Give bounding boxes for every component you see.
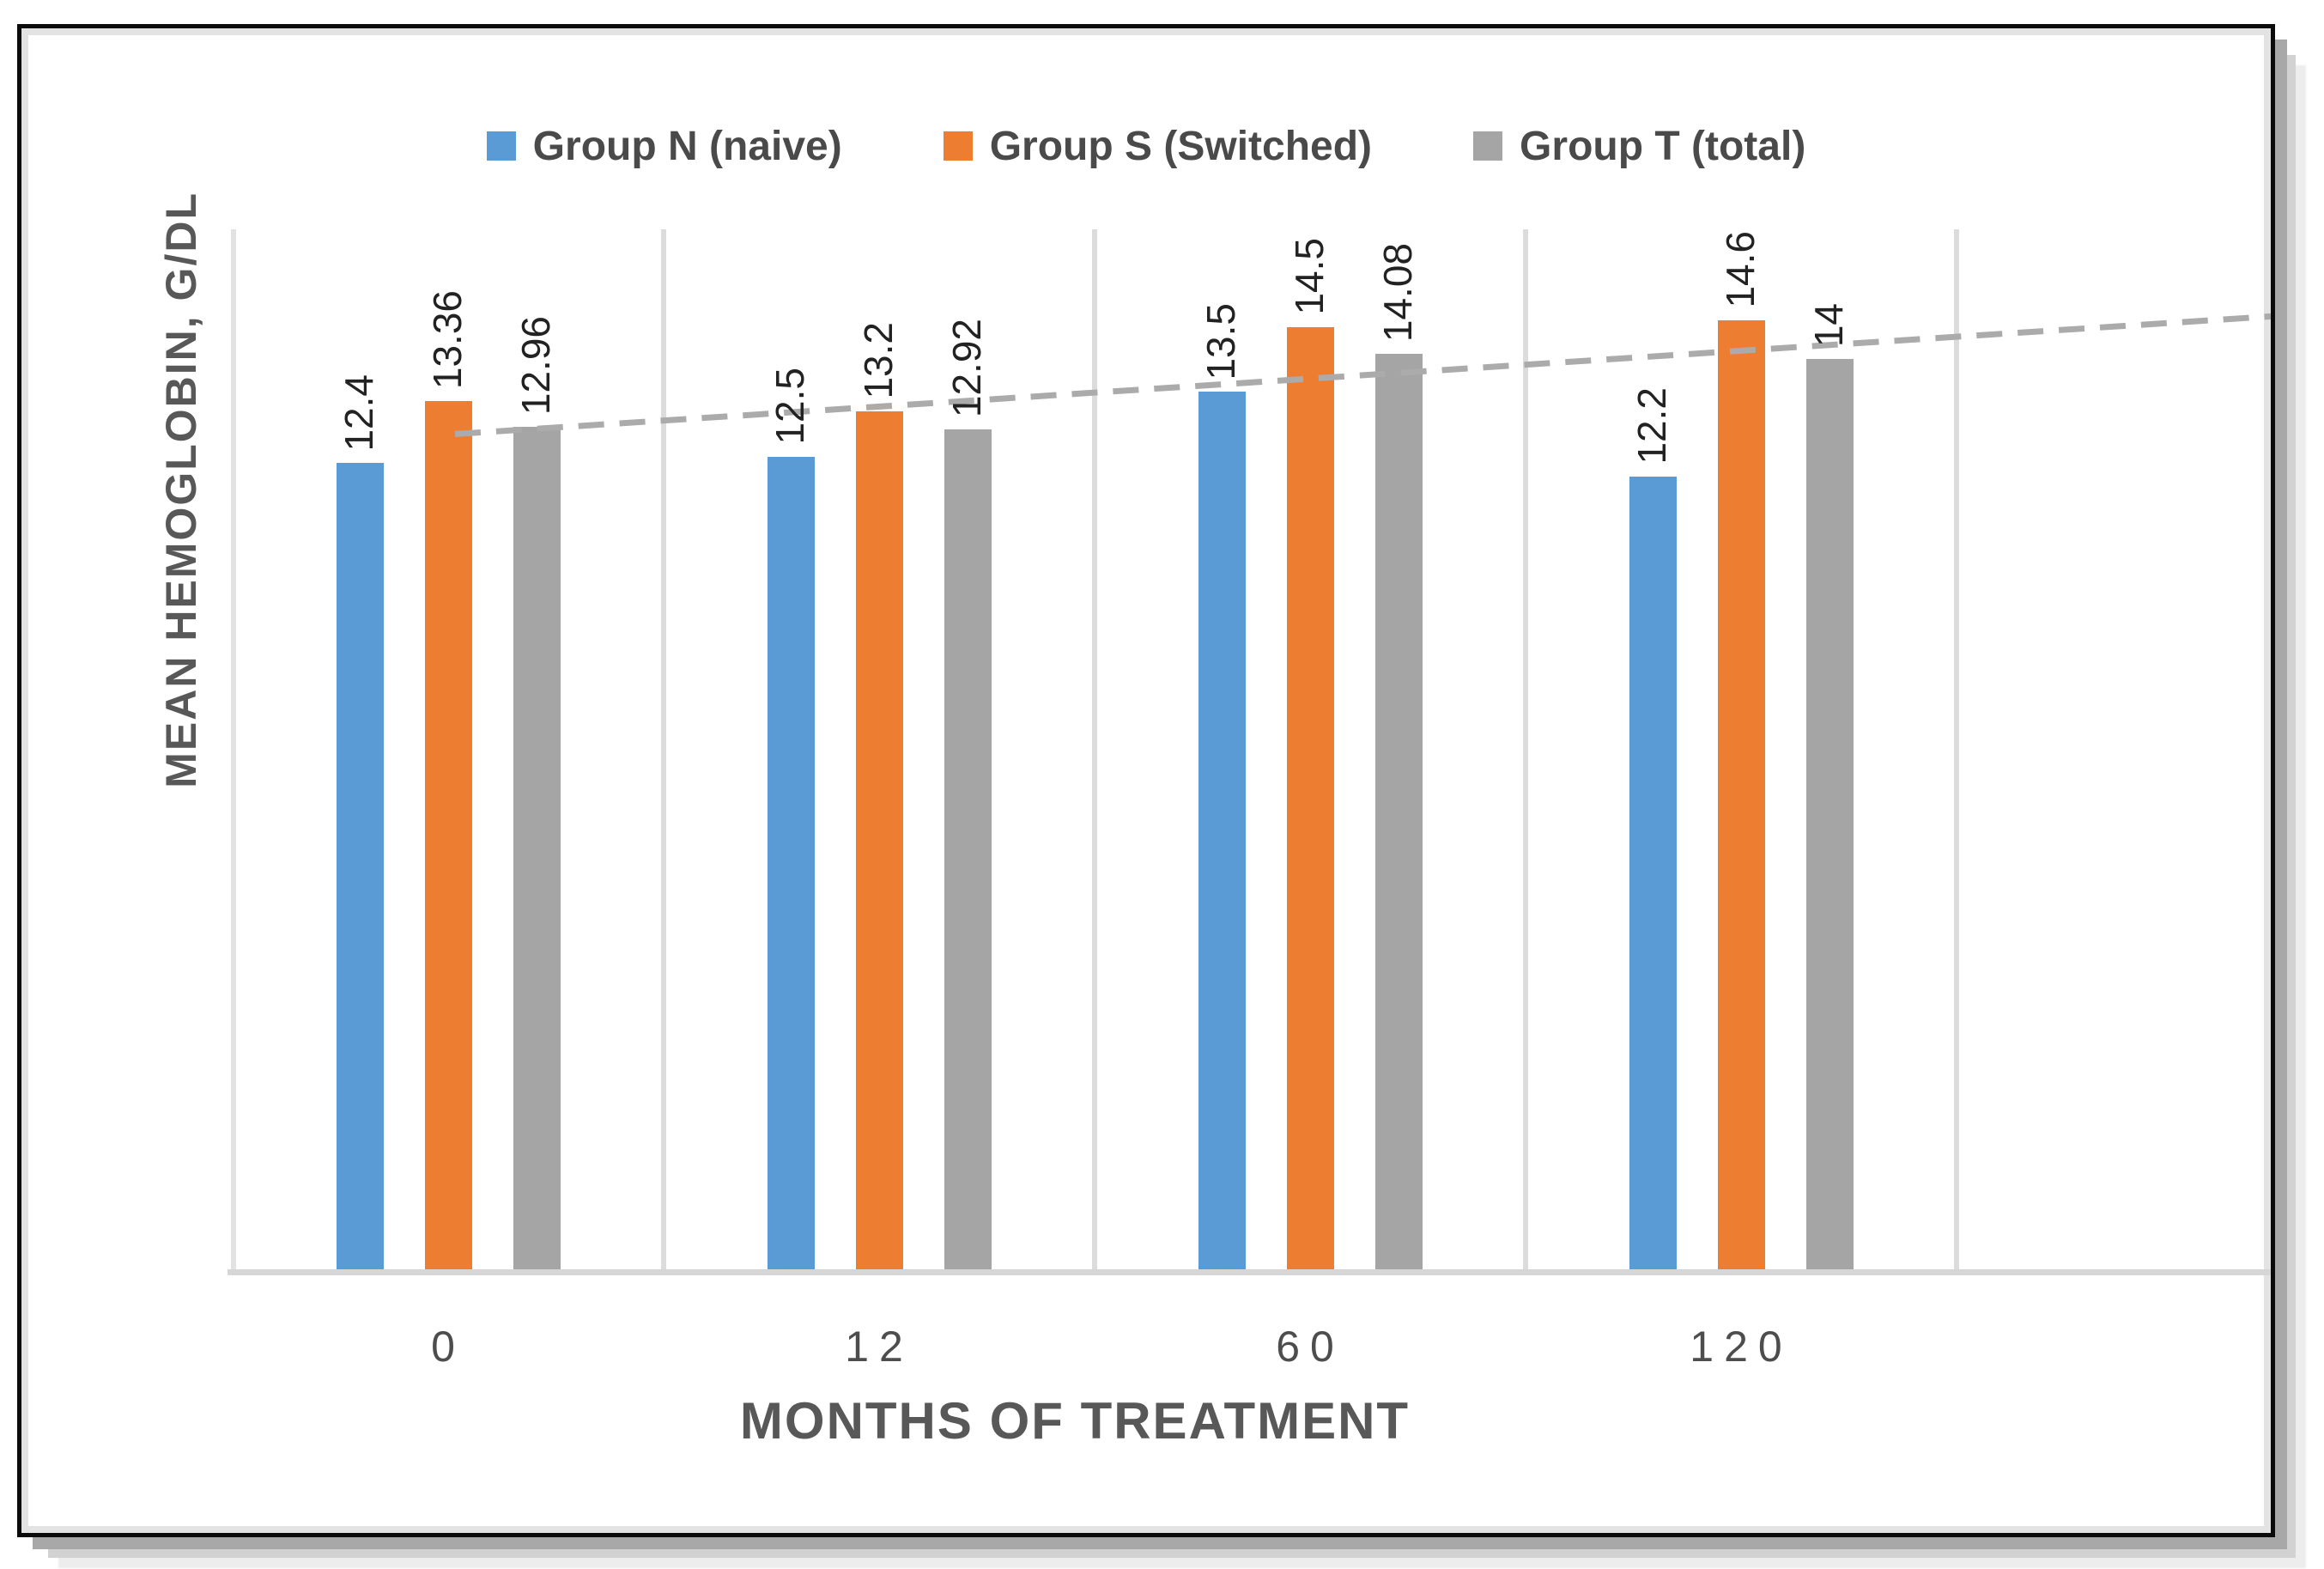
gridline <box>1523 229 1528 1269</box>
bar-n-120 <box>1629 476 1677 1269</box>
legend-label: Group T (total) <box>1520 123 1806 169</box>
bar-value-label: 14 <box>1806 303 1851 348</box>
gridline <box>1954 229 1959 1269</box>
chart-area: Group N (naive) Group S (Switched) Group T… <box>21 28 2271 1533</box>
bar-t-12 <box>944 429 992 1269</box>
gridline <box>1092 229 1097 1269</box>
x-axis-title: MONTHS OF TREATMENT <box>739 1392 1411 1450</box>
bar-value-label: 13.5 <box>1198 302 1243 380</box>
bar-s-12 <box>855 410 903 1269</box>
x-tick-label: 120 <box>1690 1323 1793 1371</box>
legend-item: Group N (naive) <box>486 123 842 170</box>
trendline <box>454 313 2271 437</box>
x-tick-label: 60 <box>1276 1323 1344 1371</box>
legend-swatch-icon <box>486 131 516 161</box>
bar-t-120 <box>1805 359 1854 1269</box>
bar-n-0 <box>336 463 384 1269</box>
bar-value-label: 13.2 <box>856 322 901 399</box>
bar-value-label: 12.92 <box>944 319 989 418</box>
bar-value-label: 12.4 <box>337 374 381 452</box>
legend-item: Group S (Switched) <box>943 123 1373 170</box>
bar-s-60 <box>1286 326 1334 1269</box>
bar-value-label: 14.6 <box>1718 231 1763 308</box>
legend-label: Group S (Switched) <box>989 123 1373 169</box>
x-tick-label: 0 <box>431 1323 465 1371</box>
bar-value-label: 14.08 <box>1375 243 1420 343</box>
bar-value-label: 14.5 <box>1287 238 1332 315</box>
x-tick-label: 12 <box>845 1323 913 1371</box>
y-axis-line <box>231 229 236 1275</box>
legend-item: Group T (total) <box>1473 123 1805 170</box>
bar-value-label: 12.2 <box>1629 387 1674 465</box>
legend-swatch-icon <box>1473 131 1503 161</box>
chart-frame: Group N (naive) Group S (Switched) Group T… <box>17 24 2275 1537</box>
bar-t-60 <box>1374 354 1423 1269</box>
bar-s-120 <box>1717 319 1765 1269</box>
bar-t-0 <box>513 427 561 1269</box>
bar-s-0 <box>424 400 472 1269</box>
x-axis-line <box>228 1269 2271 1275</box>
legend-label: Group N (naive) <box>532 123 842 169</box>
bar-value-label: 12.5 <box>768 368 812 445</box>
bar-n-12 <box>767 456 815 1269</box>
bar-n-60 <box>1198 392 1246 1269</box>
bar-value-label: 12.96 <box>513 315 558 416</box>
legend: Group N (naive) Group S (Switched) Group T… <box>21 119 2271 173</box>
gridline <box>661 229 666 1269</box>
bar-value-label: 13.36 <box>425 289 470 389</box>
legend-swatch-icon <box>943 131 973 161</box>
